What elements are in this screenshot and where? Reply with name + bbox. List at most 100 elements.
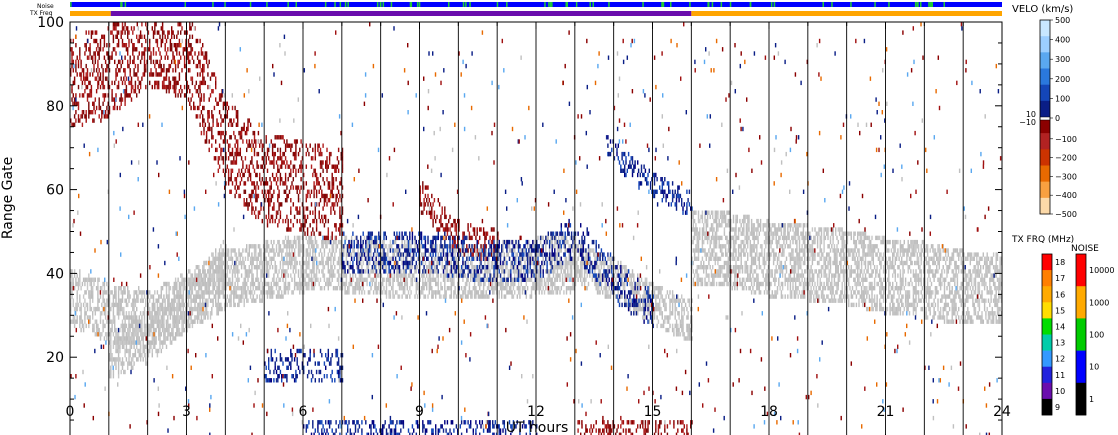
scatter-cell <box>119 311 121 316</box>
scatter-cell <box>705 252 708 257</box>
scatter-cell <box>490 286 493 291</box>
scatter-cell <box>842 239 845 245</box>
scatter-cell <box>225 244 227 249</box>
scatter-cell <box>350 235 353 241</box>
scatter-cell <box>697 281 700 287</box>
scatter-cell <box>327 269 330 274</box>
scatter-cell <box>774 227 776 232</box>
scatter-cell <box>70 290 72 295</box>
scatter-cell <box>871 244 873 249</box>
scatter-cell <box>255 277 257 282</box>
scatter-cell <box>85 302 87 308</box>
noise-mark <box>409 2 412 7</box>
noise-mark <box>496 2 499 7</box>
scatter-cell <box>262 256 265 261</box>
scatter-cell <box>752 273 754 278</box>
scatter-cell <box>168 281 170 287</box>
scatter-cell <box>222 239 225 245</box>
scatter-cell <box>836 269 838 274</box>
scatter-cell <box>692 218 695 224</box>
scatter-cell <box>448 244 450 249</box>
scatter-cell <box>282 260 284 266</box>
scatter-cell <box>692 277 695 282</box>
scatter-cell <box>227 252 230 257</box>
scatter-cell <box>743 231 745 236</box>
scatter-cell <box>528 252 530 257</box>
scatter-cell <box>554 239 556 245</box>
scatter-cell <box>70 319 72 324</box>
scatter-cell <box>151 311 154 316</box>
scatter-cell <box>761 269 763 274</box>
scatter-cell <box>484 256 486 261</box>
scatter-cell <box>253 290 256 295</box>
scatter-cell <box>287 244 289 249</box>
scatter-cell <box>740 244 742 249</box>
scatter-cell <box>392 277 394 282</box>
scatter-cell <box>704 210 706 215</box>
scatter-cell <box>767 277 770 282</box>
scatter-cell <box>218 290 221 295</box>
scatter-cell <box>759 265 762 270</box>
scatter-cell <box>769 252 771 257</box>
scatter-cell <box>466 281 468 287</box>
scatter-cell <box>710 269 713 274</box>
scatter-cell <box>536 277 538 282</box>
scatter-cell <box>516 269 519 274</box>
scatter-cell <box>734 273 736 278</box>
scatter-cell <box>177 298 179 303</box>
noise-mark <box>689 2 691 7</box>
scatter-cell <box>335 248 337 253</box>
scatter-cell <box>753 281 755 287</box>
scatter-cell <box>266 248 269 253</box>
scatter-cell <box>775 227 777 232</box>
scatter-cell <box>752 286 754 291</box>
scatter-cell <box>233 269 235 274</box>
scatter-cell <box>270 239 273 245</box>
scatter-cell <box>835 265 837 270</box>
scatter-cell <box>142 332 144 337</box>
scatter-cell <box>863 231 865 236</box>
scatter-cell <box>816 290 819 295</box>
scatter-cell <box>139 332 142 337</box>
scatter-cell <box>128 290 130 295</box>
scatter-cell <box>814 269 816 274</box>
scatter-cell <box>774 252 776 257</box>
scatter-cell <box>146 319 148 324</box>
scatter-cell <box>128 357 130 362</box>
scatter-cell <box>174 294 177 299</box>
scatter-cell <box>151 336 154 341</box>
scatter-cell <box>231 281 234 287</box>
scatter-cell <box>758 223 761 228</box>
scatter-cell <box>734 286 736 291</box>
noise-mark <box>888 2 890 7</box>
scatter-cell <box>520 269 522 274</box>
scatter-cell <box>706 252 709 257</box>
scatter-cell <box>565 256 568 261</box>
scatter-cell <box>806 256 808 261</box>
scatter-cell <box>709 239 711 245</box>
scatter-cell <box>225 277 227 282</box>
scatter-cell <box>504 265 507 270</box>
scatter-cell <box>249 281 252 287</box>
scatter-cell <box>79 281 81 287</box>
scatter-cell <box>393 273 396 278</box>
scatter-cell <box>305 256 308 261</box>
scatter-cell <box>863 277 865 282</box>
scatter-cell <box>358 277 361 282</box>
scatter-cell <box>246 273 248 278</box>
scatter-cell <box>810 290 812 295</box>
scatter-cell <box>312 248 314 253</box>
scatter-cell <box>721 269 723 274</box>
scatter-cell <box>857 290 859 295</box>
scatter-cell <box>345 260 348 266</box>
scatter-cell <box>722 218 724 224</box>
scatter-cell <box>360 277 362 282</box>
scatter-cell <box>848 302 850 308</box>
scatter-cell <box>700 214 702 220</box>
scatter-cell <box>463 273 465 278</box>
scatter-cell <box>398 244 401 249</box>
scatter-cell <box>249 290 252 295</box>
scatter-cell <box>467 252 469 257</box>
scatter-cell <box>805 281 807 287</box>
scatter-cell <box>110 290 112 295</box>
